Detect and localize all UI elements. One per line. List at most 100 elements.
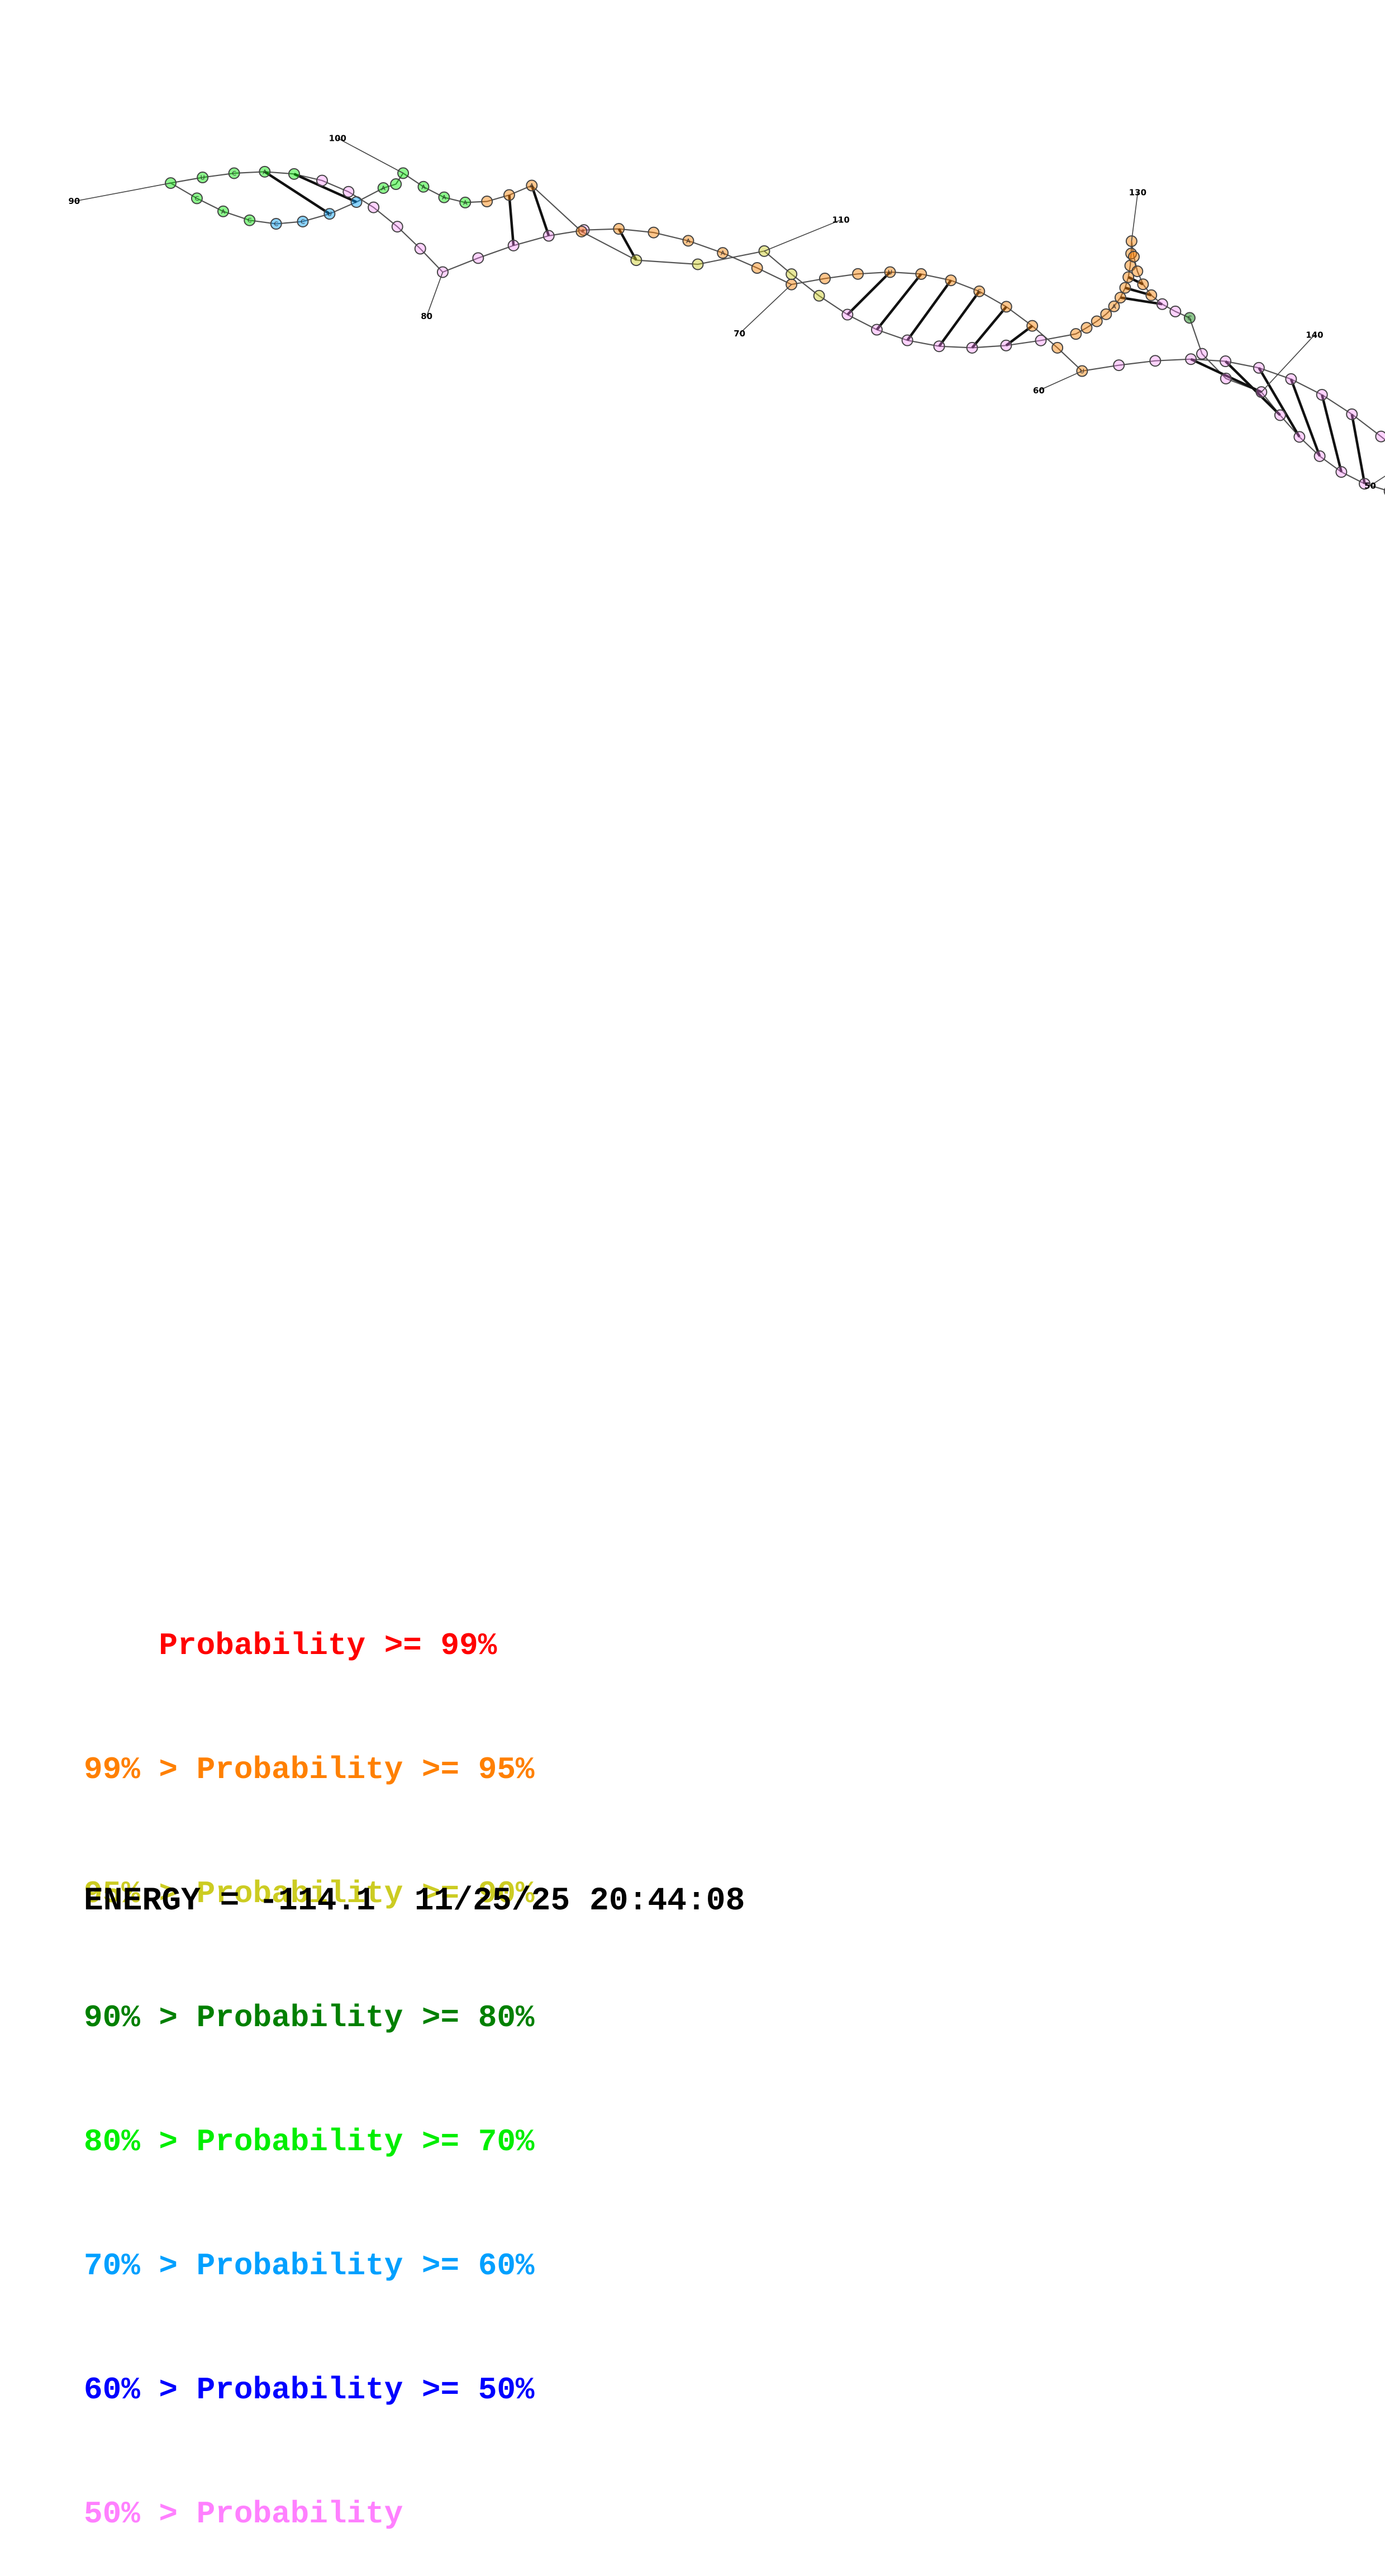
nucleotide-108 — [631, 255, 641, 265]
nucleotide-132 — [1132, 266, 1143, 277]
base-pair-bond — [848, 272, 890, 315]
nucleotide-62 — [1027, 321, 1037, 331]
nucleotide-letter: U — [201, 174, 205, 182]
nucleotide-144 — [1336, 467, 1346, 477]
nucleotide-126 — [1120, 283, 1130, 293]
legend-text-50: 60% > Probability >= 50% — [84, 2372, 535, 2408]
nucleotide-131 — [1129, 251, 1139, 262]
index-tick — [1131, 193, 1137, 241]
base-pair-bond — [877, 274, 921, 330]
legend-row-50: 60% > Probability >= 50% — [84, 2369, 535, 2411]
nucleotide-141 — [1275, 410, 1286, 420]
index-label-60: 60 — [1033, 386, 1045, 396]
nucleotide-55 — [1254, 363, 1264, 373]
nucleotide-81 — [415, 244, 426, 254]
nucleotide-66 — [916, 269, 926, 279]
nucleotide-letter: A — [221, 208, 226, 215]
base-pair-bond — [509, 195, 513, 245]
index-label-130: 130 — [1129, 188, 1146, 198]
index-label-140: 140 — [1306, 330, 1323, 340]
nucleotide-143 — [1315, 451, 1325, 462]
nucleotide-letter: U — [888, 269, 892, 276]
index-label-100: 100 — [329, 133, 346, 143]
probability-legend: Probability >= 99% 99% > Probability >= … — [84, 1542, 535, 2576]
nucleotide-136 — [1170, 306, 1181, 317]
nucleotide-letter: C — [274, 221, 278, 228]
nucleotide-111 — [786, 269, 797, 279]
legend-text-60: 70% > Probability >= 60% — [84, 2248, 535, 2284]
nucleotide-120 — [1070, 329, 1081, 339]
nucleotide-135 — [1157, 299, 1168, 310]
index-label-70: 70 — [734, 329, 745, 339]
nucleotide-107 — [576, 226, 587, 237]
nucleotide-56 — [1220, 356, 1231, 367]
nucleotide-58 — [1150, 355, 1160, 366]
nucleotide-74 — [648, 227, 659, 238]
nucleotide-letter: A — [530, 182, 534, 189]
nucleotide-133 — [1137, 279, 1148, 289]
nucleotide-142 — [1294, 431, 1305, 442]
nucleotide-letter: U — [327, 211, 332, 218]
nucleotide-134 — [1146, 290, 1156, 301]
base-pair-bond — [907, 281, 951, 340]
nucleotide-77 — [544, 231, 554, 241]
nucleotide-letter: A — [1112, 303, 1116, 310]
nucleotide-114 — [872, 325, 882, 335]
index-label-90: 90 — [68, 196, 80, 206]
nucleotide-113 — [842, 310, 853, 320]
nucleotide-letter: C — [232, 170, 236, 177]
nucleotide-83 — [368, 202, 379, 213]
nucleotide-122 — [1092, 316, 1102, 326]
nucleotide-115 — [902, 335, 913, 346]
nucleotide-letter: C — [248, 217, 252, 224]
base-pair-bond — [939, 291, 979, 346]
index-label-80: 80 — [421, 311, 432, 321]
base-pair-bond — [1352, 414, 1365, 483]
nucleotide-letter: A — [463, 199, 468, 206]
nucleotide-52 — [1346, 409, 1357, 420]
nucleotide-75 — [613, 224, 624, 234]
nucleotide-65 — [946, 275, 956, 286]
nucleotide-letter: A — [442, 194, 446, 201]
nucleotide-group: UCUAAACUCACCCUAAAAAACUUGCAAAAAAAUCCAAUAA… — [165, 167, 1385, 1465]
nucleotide-82 — [392, 221, 403, 232]
nucleotide-54 — [1286, 374, 1296, 384]
legend-row-60: 70% > Probability >= 60% — [84, 2245, 535, 2287]
nucleotide-letter: A — [263, 168, 267, 175]
nucleotide-letter: C — [1188, 315, 1192, 322]
nucleotide-78 — [508, 240, 519, 251]
nucleotide-59 — [1113, 360, 1124, 370]
nucleotide-letter: A — [421, 183, 426, 191]
nucleotide-105 — [504, 190, 515, 201]
legend-row-95: 99% > Probability >= 95% — [84, 1749, 535, 1790]
nucleotide-letter: C — [195, 195, 199, 202]
legend-text-99: Probability >= 99% — [159, 1628, 497, 1664]
base-pair-bond — [1291, 379, 1320, 456]
index-tick — [764, 220, 841, 251]
index-tick — [740, 284, 792, 334]
nucleotide-letter: A — [686, 237, 691, 245]
nucleotide-letter: C — [301, 218, 305, 225]
nucleotide-138 — [1197, 349, 1207, 359]
nucleotide-112 — [814, 291, 825, 301]
index-tick — [427, 272, 443, 316]
base-pair-bond — [972, 307, 1006, 348]
legend-text-70: 80% > Probability >= 70% — [84, 2124, 535, 2160]
index-tick — [1039, 371, 1082, 391]
nucleotide-109 — [692, 259, 703, 269]
nucleotide-116 — [934, 341, 944, 351]
nucleotide-99 — [391, 179, 401, 189]
nucleotide-85 — [317, 175, 327, 186]
nucleotide-123 — [1101, 309, 1111, 320]
nucleotide-139 — [1221, 373, 1231, 384]
index-label-110: 110 — [832, 215, 850, 225]
nucleotide-71 — [752, 263, 763, 273]
nucleotide-125 — [1115, 292, 1126, 303]
legend-row-low: 50% > Probability — [84, 2493, 535, 2535]
nucleotide-53 — [1317, 389, 1327, 400]
nucleotide-letter: C — [977, 288, 982, 295]
nucleotide-57 — [1186, 354, 1196, 364]
nucleotide-51 — [1376, 431, 1385, 442]
energy-timestamp-line: ENERGY = -114.1 11/25/25 20:44:08 — [84, 1883, 745, 1919]
nucleotide-letter: A — [721, 250, 725, 257]
